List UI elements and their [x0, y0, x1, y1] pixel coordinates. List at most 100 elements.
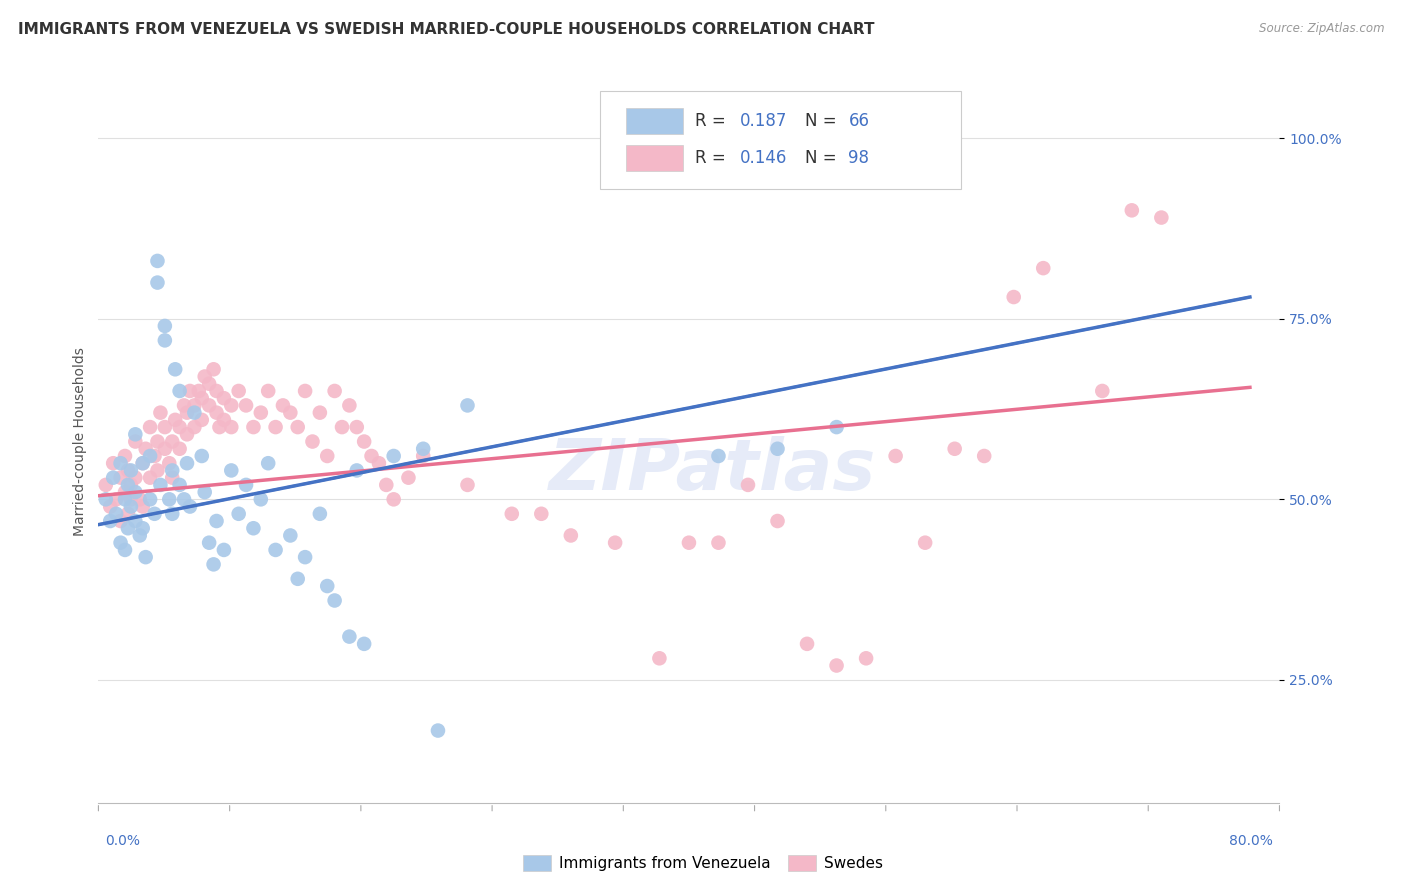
Point [271, 398, 294, 412]
Point [117, 463, 139, 477]
Point [124, 470, 146, 484]
Point [280, 528, 302, 542]
Point [294, 384, 316, 398]
Point [796, 637, 818, 651]
Point [157, 456, 180, 470]
Point [382, 492, 405, 507]
Point [162, 463, 183, 477]
Point [105, 507, 128, 521]
Point [162, 470, 183, 484]
Point [346, 463, 368, 477]
Point [149, 478, 172, 492]
Point [250, 406, 273, 420]
Point [173, 398, 195, 412]
Point [139, 492, 162, 507]
Point [208, 420, 231, 434]
Point [179, 384, 201, 398]
Point [228, 384, 250, 398]
Point [382, 449, 405, 463]
Point [114, 542, 136, 557]
Text: N =: N = [804, 149, 842, 167]
Point [124, 434, 146, 449]
Point [110, 535, 132, 549]
Point [94, 492, 117, 507]
Point [212, 413, 235, 427]
Point [165, 362, 187, 376]
Point [120, 463, 142, 477]
Point [194, 369, 217, 384]
Point [110, 456, 132, 470]
Point [198, 535, 221, 549]
Point [162, 507, 183, 521]
Point [205, 406, 228, 420]
Point [221, 463, 243, 477]
Point [309, 406, 332, 420]
Text: R =: R = [695, 149, 731, 167]
Point [153, 420, 176, 434]
Point [146, 254, 169, 268]
Point [560, 528, 582, 542]
Point [412, 442, 434, 456]
Point [143, 449, 166, 463]
Point [287, 572, 309, 586]
Point [221, 398, 243, 412]
Point [257, 384, 280, 398]
Point [132, 456, 155, 470]
Text: 80.0%: 80.0% [1229, 834, 1272, 848]
Point [117, 507, 139, 521]
Text: 98: 98 [848, 149, 869, 167]
Point [191, 413, 214, 427]
Point [176, 406, 198, 420]
Point [103, 456, 125, 470]
Point [323, 384, 346, 398]
Point [153, 318, 176, 333]
Point [132, 456, 155, 470]
Point [139, 449, 162, 463]
Point [287, 420, 309, 434]
Text: R =: R = [695, 112, 731, 130]
Point [914, 535, 936, 549]
Point [128, 528, 150, 542]
Point [766, 442, 789, 456]
Point [330, 420, 353, 434]
Point [103, 470, 125, 484]
Point [117, 521, 139, 535]
Point [457, 398, 479, 412]
Point [212, 542, 235, 557]
Point [146, 463, 169, 477]
Point [124, 427, 146, 442]
Point [105, 492, 128, 507]
Point [221, 420, 243, 434]
Point [678, 535, 700, 549]
Point [257, 456, 280, 470]
Point [339, 398, 361, 412]
Point [120, 500, 142, 514]
Point [457, 478, 479, 492]
Point [143, 507, 166, 521]
Point [943, 442, 966, 456]
Point [398, 470, 420, 484]
Text: IMMIGRANTS FROM VENEZUELA VS SWEDISH MARRIED-COUPLE HOUSEHOLDS CORRELATION CHART: IMMIGRANTS FROM VENEZUELA VS SWEDISH MAR… [18, 22, 875, 37]
Point [1032, 261, 1054, 276]
Point [212, 391, 235, 405]
Point [707, 449, 730, 463]
Point [191, 449, 214, 463]
Point [198, 398, 221, 412]
Point [135, 550, 157, 565]
Point [110, 514, 132, 528]
Point [124, 514, 146, 528]
Point [157, 492, 180, 507]
Point [183, 420, 205, 434]
Point [1121, 203, 1143, 218]
Point [250, 492, 273, 507]
Point [427, 723, 450, 738]
Point [339, 630, 361, 644]
Point [1091, 384, 1114, 398]
Point [1002, 290, 1025, 304]
Point [165, 413, 187, 427]
Point [360, 449, 382, 463]
Point [205, 384, 228, 398]
Point [264, 542, 287, 557]
Point [94, 478, 117, 492]
Point [316, 449, 339, 463]
